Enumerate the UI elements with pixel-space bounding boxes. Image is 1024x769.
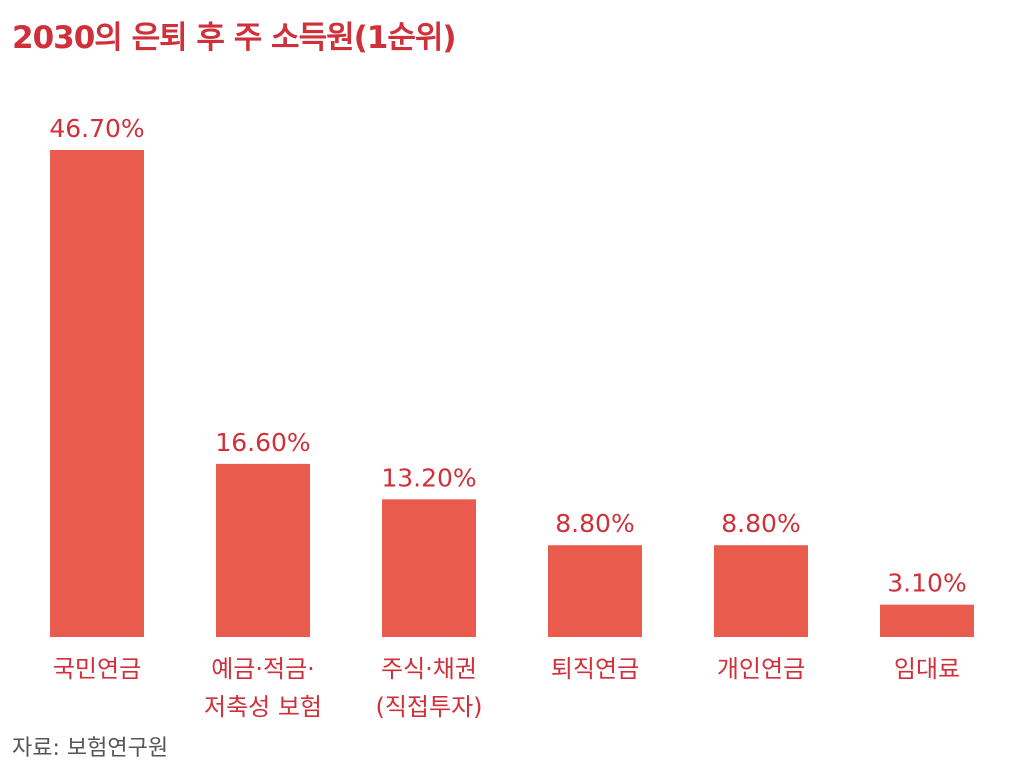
category-label-2-line-1: 예금·적금· xyxy=(211,655,315,683)
chart-title: 2030의 은퇴 후 주 소득원(1순위) xyxy=(12,20,457,56)
category-label-1: 국민연금 xyxy=(53,655,141,683)
bar-2 xyxy=(216,463,310,637)
bar-1 xyxy=(50,150,144,637)
value-label-1: 46.70% xyxy=(49,114,144,143)
category-label-3-line-2: (직접투자) xyxy=(375,693,482,721)
bar-6 xyxy=(880,604,974,637)
source-note: 자료: 보험연구원 xyxy=(12,736,169,761)
category-label-5: 개인연금 xyxy=(717,655,805,683)
value-label-6: 3.10% xyxy=(887,569,966,598)
value-label-4: 8.80% xyxy=(555,509,634,538)
category-label-2-line-2: 저축성 보험 xyxy=(204,693,322,721)
category-label-3-line-1: 주식·채권 xyxy=(381,655,477,683)
value-label-5: 8.80% xyxy=(721,509,800,538)
category-label-4: 퇴직연금 xyxy=(551,655,639,683)
bar-5 xyxy=(714,545,808,637)
bar-4 xyxy=(548,545,642,637)
bar-3 xyxy=(382,499,476,637)
value-label-2: 16.60% xyxy=(215,428,310,457)
category-label-6: 임대료 xyxy=(894,655,960,683)
value-label-3: 13.20% xyxy=(381,463,476,492)
